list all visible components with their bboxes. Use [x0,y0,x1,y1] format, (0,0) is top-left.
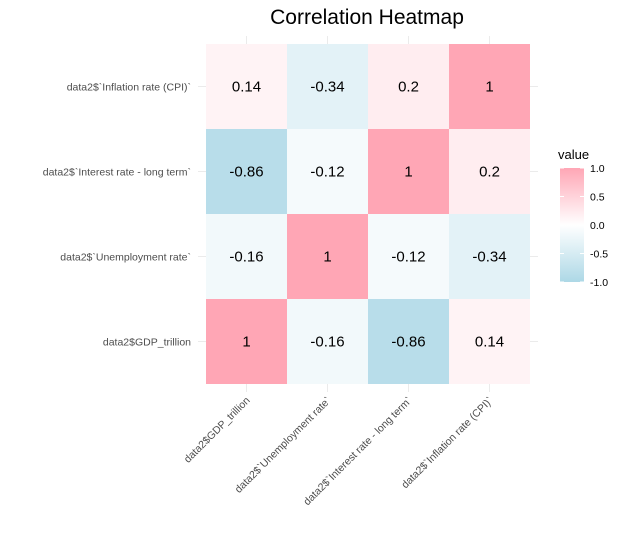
heatmap-cell [449,299,530,384]
legend-tick-label: -1.0 [590,277,608,289]
heatmap-cell [368,129,449,214]
cell-value-label: -0.12 [310,164,344,181]
cell-value-label: -0.34 [472,249,506,266]
heatmap-cell [206,299,287,384]
x-tick-label: data2$GDP_trillion [182,395,253,466]
cell-value-label: -0.12 [391,249,425,266]
heatmap-cells [206,44,530,384]
y-tick-label: data2$GDP_trillion [103,337,191,349]
cell-value-label: -0.16 [310,334,344,351]
cell-value-label: -0.86 [391,334,425,351]
heatmap-cell [287,299,368,384]
heatmap-cell [368,44,449,129]
legend-tick-label: 0.0 [590,220,605,232]
cell-value-label: 0.2 [479,164,500,181]
heatmap-cell [449,44,530,129]
cell-value-label: 1 [323,249,331,266]
heatmap-cell [449,214,530,299]
y-axis-labels: data2$GDP_trillion data2$`Unemployment ra… [43,82,191,349]
heatmap-cell [368,214,449,299]
cell-value-label: 1 [242,334,250,351]
cell-value-label: 0.14 [232,79,261,96]
cell-value-label: -0.34 [310,79,344,96]
legend: value 1.0 0.5 0.0 -0.5 -1.0 [558,147,608,289]
legend-tick-label: -0.5 [590,249,608,261]
x-tick-label: data2$`Unemployment rate` [233,395,334,496]
heatmap-cell [368,299,449,384]
chart-title: Correlation Heatmap [270,6,464,29]
heatmap-cell [206,214,287,299]
cell-value-label: 1 [404,164,412,181]
heatmap-cell [206,129,287,214]
legend-ticks: 1.0 0.5 0.0 -0.5 -1.0 [560,163,608,289]
y-tick-label: data2$`Inflation rate (CPI)` [67,82,191,94]
cell-value-label: 1 [485,79,493,96]
cell-value-label: -0.86 [229,164,263,181]
legend-title: value [558,147,589,162]
x-tick-label: data2$`Inflation rate (CPI)` [399,395,495,491]
heatmap-cell [287,214,368,299]
y-tick-label: data2$`Unemployment rate` [60,252,191,264]
heatmap-cell [449,129,530,214]
legend-tick-label: 0.5 [590,192,605,204]
legend-tick-label: 1.0 [590,163,605,175]
heatmap-cell [206,44,287,129]
heatmap-cell [287,129,368,214]
cell-value-label: 0.14 [475,334,504,351]
cell-value-label: 0.2 [398,79,419,96]
cell-value-label: -0.16 [229,249,263,266]
heatmap-cell [287,44,368,129]
cell-value-labels: 1 -0.16 -0.86 0.14 -0.16 1 -0.12 -0.34 -0.86 -0.1… [229,79,506,351]
y-tick-label: data2$`Interest rate - long term` [43,167,191,179]
